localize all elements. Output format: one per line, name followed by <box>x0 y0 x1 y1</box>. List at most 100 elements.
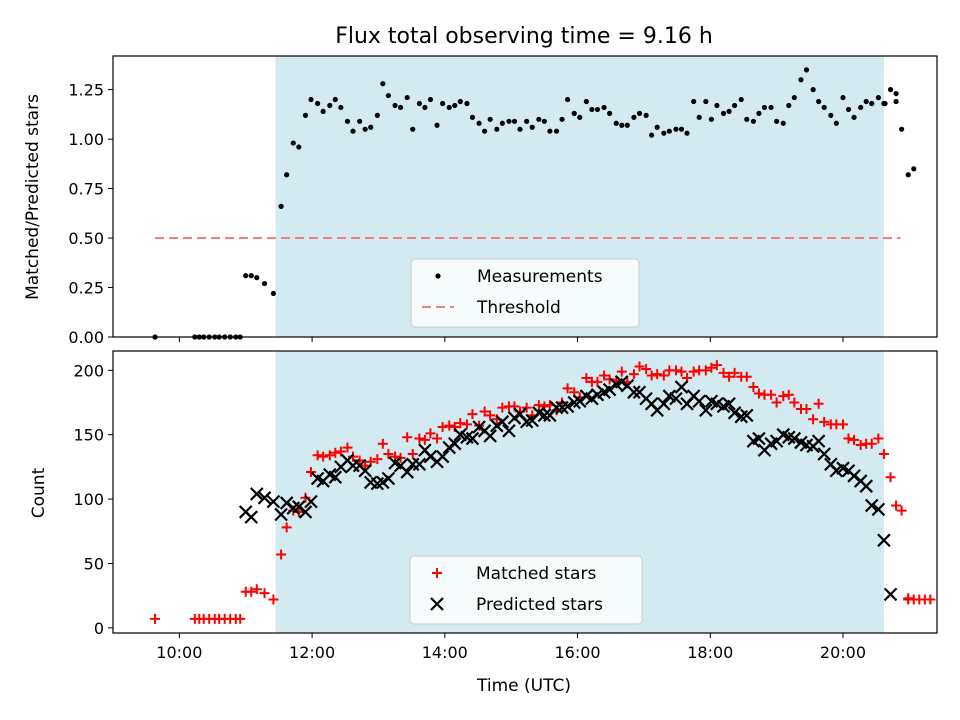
data-point <box>783 389 794 400</box>
data-point <box>613 120 619 126</box>
data-point <box>506 118 512 124</box>
y-tick-label: 100 <box>73 490 104 509</box>
data-point <box>722 397 736 411</box>
data-point <box>529 124 535 130</box>
data-point <box>328 470 343 484</box>
data-point <box>798 77 804 83</box>
panel-top: 0.00 0.25 0.50 0.75 1.00 1.25 Measurements Thre… <box>68 55 938 347</box>
data-point <box>581 373 592 384</box>
data-point <box>778 391 789 402</box>
data-point <box>562 383 573 394</box>
data-point <box>669 391 683 406</box>
data-point <box>330 447 341 458</box>
y-tick-label: 50 <box>84 554 104 573</box>
x-tick-label: 18:00 <box>687 643 733 662</box>
data-point <box>750 118 756 124</box>
data-point <box>244 510 259 524</box>
data-point <box>670 365 681 376</box>
data-point <box>594 106 601 113</box>
data-point <box>599 370 610 381</box>
y-tick-label: 0.25 <box>68 279 104 298</box>
chart-title: Flux total observing time = 9.16 h <box>335 24 713 49</box>
data-point <box>661 130 667 136</box>
data-point <box>268 594 279 605</box>
data-point <box>335 446 346 457</box>
data-point <box>780 120 786 126</box>
data-point <box>464 100 470 107</box>
data-point <box>266 494 281 509</box>
data-point <box>851 114 857 120</box>
data-point <box>410 126 416 132</box>
data-point <box>368 124 374 130</box>
data-point <box>819 416 830 427</box>
data-point <box>435 449 450 464</box>
data-point <box>560 399 575 414</box>
y-axis-label-top: Matched/Predicted stars <box>23 94 43 300</box>
data-point <box>634 361 645 372</box>
data-point <box>810 87 816 93</box>
y-tick-label: 0 <box>94 619 104 638</box>
legend-top: Measurements Threshold <box>410 258 640 328</box>
data-point <box>883 587 898 602</box>
data-point <box>348 451 359 462</box>
data-point <box>315 100 321 107</box>
y-tick-label: 0.00 <box>68 328 104 347</box>
y-tick-label: 150 <box>73 426 104 445</box>
data-point <box>766 389 777 400</box>
data-point <box>761 104 768 111</box>
data-point <box>312 450 323 461</box>
data-point <box>893 98 899 105</box>
data-point <box>485 410 496 421</box>
data-point <box>700 365 711 376</box>
data-point <box>372 454 383 465</box>
data-point <box>583 98 589 105</box>
data-point <box>748 382 759 393</box>
data-point <box>691 98 697 105</box>
data-point <box>739 408 754 423</box>
legend-label: Matched stars <box>476 564 596 584</box>
data-point <box>571 110 577 116</box>
data-point <box>787 431 802 446</box>
data-point <box>497 402 508 413</box>
data-point <box>631 114 637 120</box>
data-point <box>837 419 848 430</box>
data-point <box>896 505 907 516</box>
data-point <box>541 118 547 124</box>
data-point <box>479 406 490 417</box>
legend-bottom: Matched stars Predicted stars <box>409 555 643 625</box>
data-point <box>729 367 740 378</box>
data-point <box>641 364 652 375</box>
data-point <box>235 613 246 624</box>
legend-marker <box>435 273 441 279</box>
data-point <box>882 100 888 107</box>
y-tick-label: 200 <box>73 361 104 380</box>
data-point <box>362 126 368 132</box>
data-point <box>302 112 309 118</box>
data-point <box>628 369 639 380</box>
data-point <box>887 87 894 93</box>
data-point <box>859 479 873 493</box>
data-point <box>789 397 800 408</box>
data-point <box>358 463 372 478</box>
data-point <box>858 104 864 111</box>
data-point <box>392 102 398 109</box>
data-point <box>547 128 553 134</box>
data-point <box>601 104 607 111</box>
data-point <box>553 128 560 134</box>
data-point <box>666 128 672 134</box>
data-point <box>771 397 782 408</box>
x-tick-label: 12:00 <box>289 643 335 662</box>
data-point <box>899 126 905 132</box>
series-predicted-stars <box>238 375 898 602</box>
data-point <box>274 507 288 522</box>
data-point <box>251 584 262 595</box>
data-point <box>871 502 886 517</box>
data-point <box>727 406 742 420</box>
data-point <box>502 424 516 438</box>
data-point <box>706 362 717 373</box>
legend-label: Measurements <box>477 267 603 287</box>
data-point <box>607 110 613 116</box>
data-point <box>432 433 443 444</box>
data-point <box>592 376 603 387</box>
data-point <box>374 112 380 118</box>
